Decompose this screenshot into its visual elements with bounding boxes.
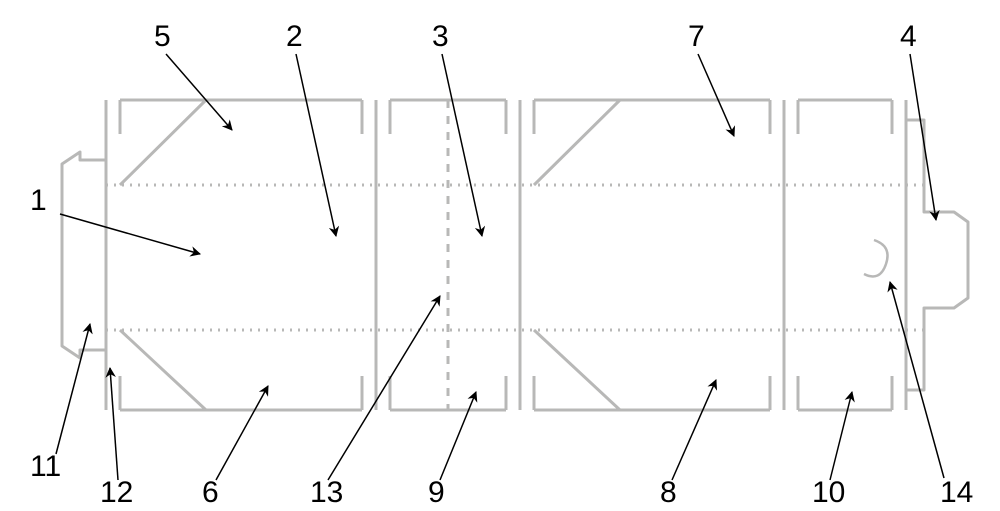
ref-label-8: 8 [660,476,677,509]
ref-label-14: 14 [940,476,973,509]
ref-arrow-2 [296,54,336,236]
ref-arrow-3 [442,54,482,236]
ref-label-6: 6 [202,476,219,509]
ref-label-10: 10 [812,476,845,509]
ref-arrow-13 [328,296,440,480]
technical-drawing [62,100,968,410]
ref-label-5: 5 [154,20,171,53]
diagram-canvas: 1234567891011121314 [0,0,1000,511]
ref-arrow-9 [440,392,476,480]
ref-arrow-12 [110,368,118,480]
ref-label-11: 11 [30,450,61,483]
ref-label-2: 2 [286,20,303,53]
reference-labels: 1234567891011121314 [30,20,973,509]
ref-label-9: 9 [428,476,445,509]
ref-label-13: 13 [310,476,343,509]
ref-arrow-14 [890,282,944,478]
ref-arrow-7 [698,54,734,136]
ref-label-7: 7 [688,20,705,53]
ref-label-3: 3 [432,20,449,53]
ref-label-1: 1 [30,184,47,217]
ref-arrow-6 [216,386,268,480]
ref-label-4: 4 [900,20,917,53]
ref-label-12: 12 [100,476,133,509]
ref-arrow-8 [672,380,716,480]
ref-arrow-5 [166,54,232,130]
ref-arrow-10 [830,392,852,480]
ref-arrow-1 [60,214,200,254]
